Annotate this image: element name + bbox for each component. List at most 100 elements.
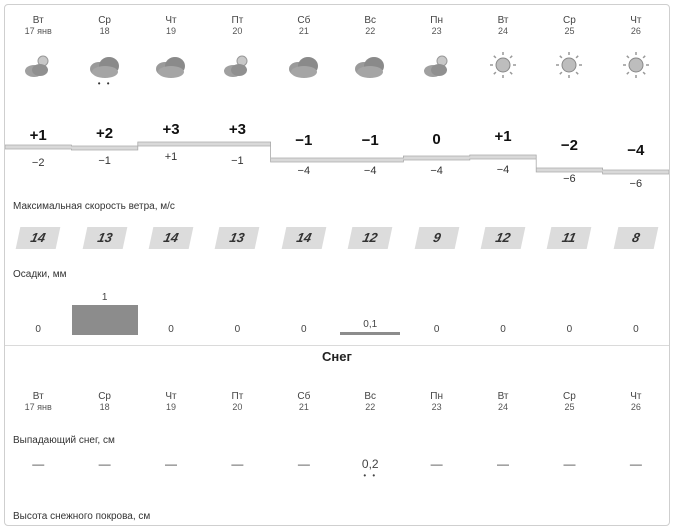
fresh-snow-value: — bbox=[297, 457, 310, 471]
precip-cell: 1 bbox=[71, 287, 138, 343]
date: 17 янв bbox=[24, 26, 52, 36]
weekday: Вт bbox=[32, 15, 44, 26]
snow-day: Вт 17 янв bbox=[5, 391, 71, 413]
snow-cover-label: Высота снежного покрова, см bbox=[13, 511, 151, 522]
temp-min: −6 bbox=[563, 173, 576, 185]
precip-cell: 0 bbox=[470, 287, 536, 343]
fresh-snow-value: 0,2 bbox=[361, 457, 379, 471]
divider bbox=[5, 345, 669, 346]
fresh-snow-value: — bbox=[497, 457, 510, 471]
precip-cell: 0 bbox=[204, 287, 270, 343]
weekday: Ср bbox=[563, 15, 576, 26]
wind-speed-badge: 12 bbox=[347, 227, 393, 249]
temp-max: −2 bbox=[560, 137, 578, 154]
weekday: Вт bbox=[497, 15, 509, 26]
fresh-snow-cell: — bbox=[138, 457, 204, 480]
weather-cell bbox=[5, 45, 71, 89]
date: 18 bbox=[99, 402, 110, 412]
date: 25 bbox=[564, 26, 575, 36]
date: 24 bbox=[498, 26, 509, 36]
date: 21 bbox=[298, 26, 309, 36]
precip-bar bbox=[71, 305, 138, 335]
top-day: Вт 17 янв bbox=[5, 15, 71, 37]
precip-value: 0 bbox=[500, 324, 506, 335]
cloud-icon bbox=[149, 49, 193, 86]
date: 26 bbox=[630, 26, 641, 36]
temp-min: −1 bbox=[98, 155, 111, 167]
weather-icons-row: • • bbox=[5, 45, 669, 89]
date: 23 bbox=[431, 26, 442, 36]
wind-speed-badge: 12 bbox=[480, 227, 526, 249]
top-day: Ср 25 bbox=[536, 15, 602, 37]
fresh-snow-label: Выпадающий снег, см bbox=[13, 435, 115, 446]
weather-cell bbox=[536, 45, 602, 89]
snow-title: Снег bbox=[322, 349, 352, 364]
temp-max: +1 bbox=[494, 128, 512, 145]
weekday: Чт bbox=[630, 15, 642, 26]
weekday: Чт bbox=[630, 391, 642, 402]
days-header-snow: Вт 17 янв Ср 18 Чт 19 Пт 20 Сб 21 Вс 22 Пн 23 Вт 24 Ср 25… bbox=[5, 391, 669, 413]
top-day: Ср 18 bbox=[71, 15, 137, 37]
weekday: Сб bbox=[297, 15, 311, 26]
wind-speed-badge: 14 bbox=[281, 227, 327, 249]
weather-cell bbox=[337, 45, 403, 89]
temp-min: −6 bbox=[629, 178, 643, 190]
fresh-snow-value: — bbox=[165, 457, 178, 471]
wind-cell: 12 bbox=[337, 227, 403, 249]
temperature-band-shape bbox=[5, 141, 669, 175]
date: 22 bbox=[365, 26, 376, 36]
temp-max: −1 bbox=[295, 132, 313, 149]
date: 19 bbox=[166, 26, 177, 36]
wind-speed-badge: 9 bbox=[414, 227, 459, 249]
precip-cell: 0,1 bbox=[337, 287, 403, 343]
precip-cell: 0 bbox=[271, 287, 337, 343]
sun-icon bbox=[614, 49, 658, 86]
date: 22 bbox=[365, 402, 376, 412]
fresh-snow-value: — bbox=[430, 457, 443, 471]
snow-day: Чт 19 bbox=[138, 391, 204, 413]
weekday: Сб bbox=[297, 391, 311, 402]
snow-day: Ср 18 bbox=[71, 391, 137, 413]
cloud-icon bbox=[83, 49, 127, 86]
snow-day: Сб 21 bbox=[271, 391, 337, 413]
wind-cell: 9 bbox=[403, 227, 469, 249]
date: 17 янв bbox=[24, 402, 52, 412]
temp-max: 0 bbox=[432, 131, 441, 148]
precip-value: 0 bbox=[433, 324, 440, 335]
fresh-snow-cell: — bbox=[5, 457, 71, 480]
cloud-icon bbox=[282, 49, 326, 86]
temp-min: +1 bbox=[164, 151, 178, 163]
wind-label: Максимальная скорость ветра, м/с bbox=[13, 201, 175, 212]
precip-drops-icon: • • bbox=[97, 79, 112, 88]
fresh-snow-cell: — bbox=[204, 457, 270, 480]
sun-icon bbox=[481, 49, 525, 86]
top-day: Вс 22 bbox=[337, 15, 403, 37]
weather-cell: • • bbox=[71, 45, 137, 89]
precip-value: 0 bbox=[633, 324, 639, 335]
precip-label: Осадки, мм bbox=[13, 269, 67, 280]
date: 24 bbox=[498, 402, 509, 412]
fresh-snow-value: — bbox=[32, 457, 45, 471]
fresh-snow-cell: — bbox=[470, 457, 536, 480]
wind-speed-badge: 11 bbox=[547, 227, 592, 249]
precip-cell: 0 bbox=[603, 287, 669, 343]
wind-speed-badge: 8 bbox=[613, 227, 659, 249]
precip-bar bbox=[340, 332, 401, 335]
weather-cell bbox=[470, 45, 536, 89]
precip-value: 0 bbox=[168, 324, 174, 335]
precip-value: 1 bbox=[101, 292, 108, 303]
top-day: Пн 23 bbox=[403, 15, 469, 37]
weekday: Ср bbox=[563, 391, 576, 402]
wind-cell: 11 bbox=[536, 227, 602, 249]
temp-min: −2 bbox=[31, 157, 45, 169]
wind-cell: 13 bbox=[204, 227, 270, 249]
precip-value: 0 bbox=[35, 324, 41, 335]
precip-value: 0 bbox=[301, 324, 307, 335]
sun-cloud-icon bbox=[415, 49, 459, 86]
wind-speed-badge: 13 bbox=[82, 227, 127, 249]
fresh-snow-cell: — bbox=[536, 457, 602, 480]
top-day: Вт 24 bbox=[470, 15, 536, 37]
fresh-snow-value: — bbox=[98, 457, 111, 471]
fresh-snow-cell: — bbox=[603, 457, 669, 480]
temp-min: −4 bbox=[430, 165, 443, 177]
